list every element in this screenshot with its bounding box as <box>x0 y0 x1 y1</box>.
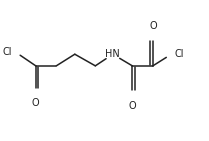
Text: O: O <box>129 101 136 111</box>
Text: Cl: Cl <box>175 49 184 59</box>
Text: O: O <box>149 21 157 31</box>
Text: O: O <box>32 98 40 108</box>
Text: HN: HN <box>105 49 120 59</box>
Text: Cl: Cl <box>3 47 12 57</box>
